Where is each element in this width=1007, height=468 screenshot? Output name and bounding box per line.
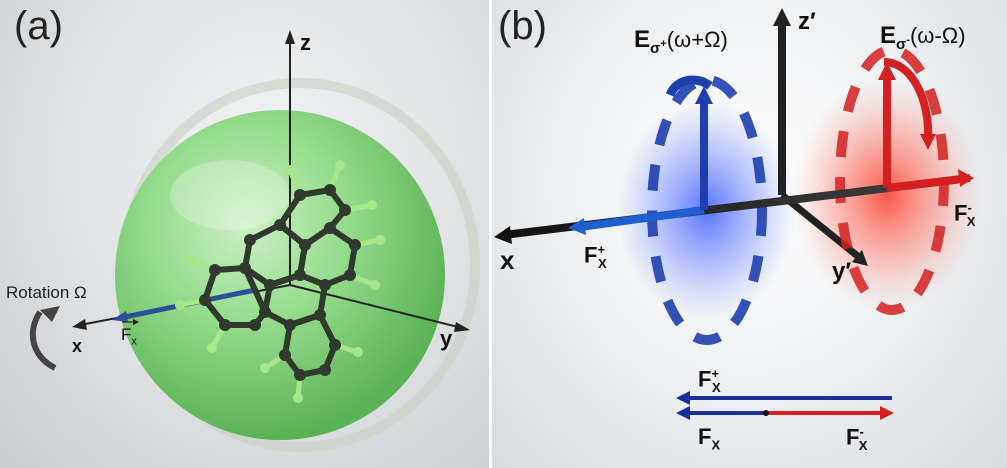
force-arrow-head: [112, 311, 128, 322]
hydrogen-atoms: [175, 160, 385, 403]
force-label-vector-head: [133, 319, 139, 325]
axis-z-arrow: [285, 30, 295, 44]
f-minus-arrow-line: [886, 175, 963, 192]
axis-z-label: z: [300, 30, 311, 55]
axis-x-label: x: [72, 336, 83, 356]
legend-f-plus-head: [676, 391, 690, 405]
axis-y-prime-label: y′: [832, 258, 852, 285]
legend-f-total-label: FX: [698, 424, 721, 453]
sphere-highlight: [170, 160, 290, 230]
force-label: Fx: [121, 325, 137, 348]
e-plus-vector-head: [695, 86, 713, 104]
axis-y-arrow: [454, 322, 470, 332]
legend-f-total-head: [676, 406, 690, 420]
panel-a-drawing: [30, 30, 480, 452]
axis-y-label: y: [440, 326, 453, 351]
e-minus-rotation-head: [920, 134, 936, 150]
e-minus-vector-head: [878, 62, 896, 80]
rotation-arrow-icon: [30, 310, 57, 371]
panel-b-label: (b): [498, 4, 547, 48]
panel-b-drawing: [494, 8, 982, 420]
rotation-label: Rotation Ω: [6, 283, 87, 302]
rotation-arrow-head: [40, 306, 60, 322]
f-minus-arrow-head: [958, 169, 974, 187]
f-plus-arrow-head: [568, 218, 586, 235]
e-plus-label: Eσ+(ω+Ω): [634, 26, 728, 57]
carbon-atoms: [199, 184, 361, 381]
green-sphere: [115, 110, 445, 440]
axis-x-arrow: [494, 226, 512, 244]
panel-divider: [489, 0, 492, 468]
axis-z-prime-arrow: [773, 8, 791, 26]
f-plus-arrow-line: [579, 206, 705, 231]
axis-y-line: [289, 284, 463, 329]
legend-f-minus-head: [880, 406, 894, 420]
f-minus-label: F-X: [954, 200, 976, 229]
legend-f-minus-label: F-X: [846, 424, 868, 453]
legend-origin-dot: [763, 410, 769, 416]
e-minus-rotation-arc: [883, 58, 933, 141]
blue-polarization-ellipse: [647, 75, 767, 345]
axis-x-label: x: [500, 245, 515, 275]
e-minus-label: Eσ-(ω-Ω): [880, 22, 966, 53]
e-plus-rotation-arc: [665, 75, 713, 98]
f-plus-label: F+X: [584, 242, 607, 271]
panel-a: (a) z y x Rotation Ω Fx: [0, 0, 489, 468]
legend-f-plus-label: F+X: [698, 366, 721, 395]
axis-z-prime-label: z′: [798, 8, 816, 35]
axis-x-arrow: [72, 319, 87, 330]
axis-y-prime-arrow: [852, 250, 868, 266]
panel-b: (b) z′ y′ x Eσ+(ω+Ω) Eσ-(ω-Ω) F+X F-X F+…: [492, 0, 1007, 468]
panel-a-label: (a): [14, 4, 63, 48]
